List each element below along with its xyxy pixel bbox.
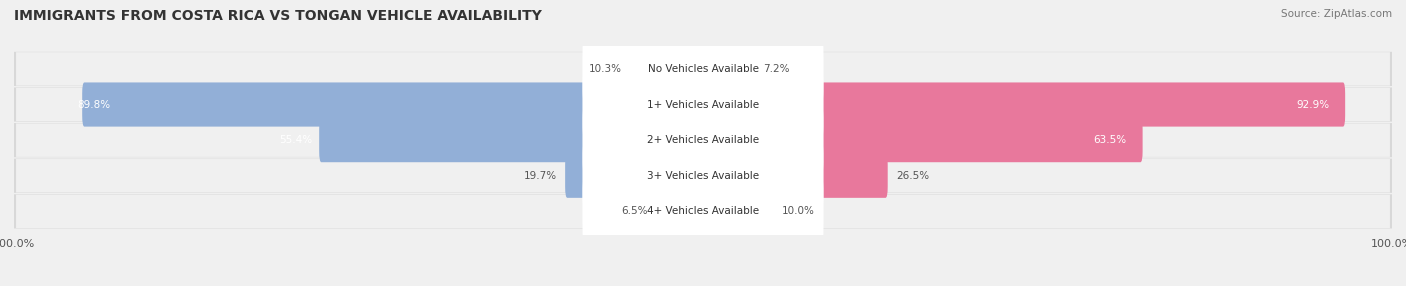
FancyBboxPatch shape	[700, 154, 887, 198]
FancyBboxPatch shape	[630, 47, 706, 91]
Text: 10.3%: 10.3%	[589, 64, 621, 74]
Text: 26.5%: 26.5%	[896, 171, 929, 181]
Text: IMMIGRANTS FROM COSTA RICA VS TONGAN VEHICLE AVAILABILITY: IMMIGRANTS FROM COSTA RICA VS TONGAN VEH…	[14, 9, 541, 23]
Text: 3+ Vehicles Available: 3+ Vehicles Available	[647, 171, 759, 181]
FancyBboxPatch shape	[15, 88, 1391, 121]
FancyBboxPatch shape	[14, 52, 1392, 86]
Text: 4+ Vehicles Available: 4+ Vehicles Available	[647, 206, 759, 217]
FancyBboxPatch shape	[582, 112, 824, 239]
Text: 7.2%: 7.2%	[763, 64, 789, 74]
FancyBboxPatch shape	[582, 148, 824, 275]
Text: 1+ Vehicles Available: 1+ Vehicles Available	[647, 100, 759, 110]
Text: Source: ZipAtlas.com: Source: ZipAtlas.com	[1281, 9, 1392, 19]
Text: 63.5%: 63.5%	[1094, 135, 1126, 145]
FancyBboxPatch shape	[15, 159, 1391, 192]
FancyBboxPatch shape	[82, 82, 706, 127]
FancyBboxPatch shape	[565, 154, 706, 198]
FancyBboxPatch shape	[700, 118, 1143, 162]
FancyBboxPatch shape	[582, 77, 824, 204]
FancyBboxPatch shape	[15, 123, 1391, 157]
FancyBboxPatch shape	[582, 5, 824, 132]
FancyBboxPatch shape	[657, 189, 706, 233]
FancyBboxPatch shape	[14, 194, 1392, 229]
Text: 89.8%: 89.8%	[77, 100, 110, 110]
FancyBboxPatch shape	[700, 189, 775, 233]
FancyBboxPatch shape	[14, 123, 1392, 157]
FancyBboxPatch shape	[14, 88, 1392, 122]
FancyBboxPatch shape	[700, 47, 755, 91]
Text: No Vehicles Available: No Vehicles Available	[648, 64, 758, 74]
FancyBboxPatch shape	[700, 82, 1346, 127]
FancyBboxPatch shape	[319, 118, 706, 162]
FancyBboxPatch shape	[15, 52, 1391, 86]
Text: 10.0%: 10.0%	[782, 206, 815, 217]
Text: 19.7%: 19.7%	[524, 171, 557, 181]
FancyBboxPatch shape	[14, 159, 1392, 193]
FancyBboxPatch shape	[15, 195, 1391, 228]
Text: 55.4%: 55.4%	[280, 135, 312, 145]
Text: 92.9%: 92.9%	[1296, 100, 1329, 110]
Text: 2+ Vehicles Available: 2+ Vehicles Available	[647, 135, 759, 145]
FancyBboxPatch shape	[582, 41, 824, 168]
Text: 6.5%: 6.5%	[621, 206, 648, 217]
